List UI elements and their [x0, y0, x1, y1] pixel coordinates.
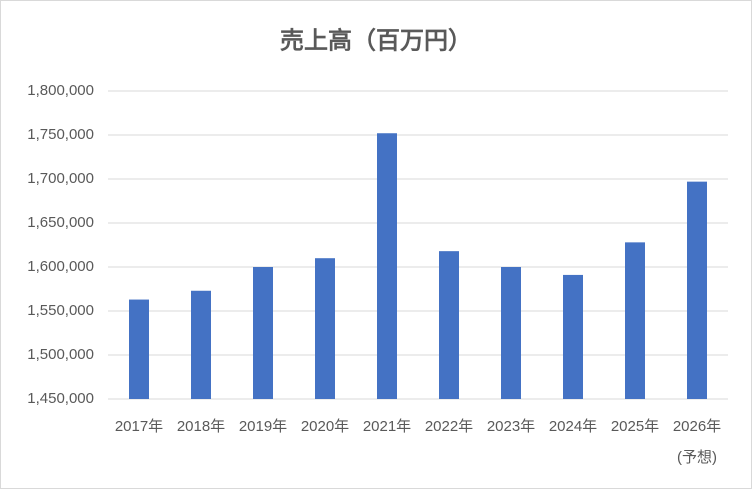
x-tick-label: 2024年: [549, 418, 597, 435]
x-tick-label: 2023年: [487, 418, 535, 435]
x-tick-label: 2026年(予想): [673, 418, 721, 466]
y-tick-label: 1,550,000: [27, 302, 94, 319]
bar: [625, 242, 645, 399]
chart-title: 売上高（百万円）: [280, 26, 472, 54]
x-tick-label: 2020年: [301, 418, 349, 435]
y-tick-label: 1,650,000: [27, 214, 94, 231]
x-tick-label: 2017年: [115, 418, 163, 435]
bar: [191, 290, 211, 399]
x-tick-label: 2025年: [611, 418, 659, 435]
bar: [377, 133, 397, 400]
y-tick-label: 1,750,000: [27, 126, 94, 143]
y-tick-label: 1,500,000: [27, 346, 94, 363]
bar: [315, 258, 335, 399]
bar: [501, 267, 521, 399]
bar: [439, 251, 459, 399]
x-tick-label: 2019年: [239, 418, 287, 435]
bar: [687, 181, 707, 399]
y-tick-label: 1,800,000: [27, 82, 94, 99]
bar: [253, 267, 273, 399]
bar: [129, 299, 149, 399]
x-tick-label: 2021年: [363, 418, 411, 435]
y-tick-label: 1,700,000: [27, 170, 94, 187]
x-tick-label: 2022年: [425, 418, 473, 435]
y-tick-label: 1,600,000: [27, 258, 94, 275]
bar: [563, 274, 583, 399]
x-tick-label: 2018年: [177, 418, 225, 435]
y-tick-label: 1,450,000: [27, 390, 94, 407]
